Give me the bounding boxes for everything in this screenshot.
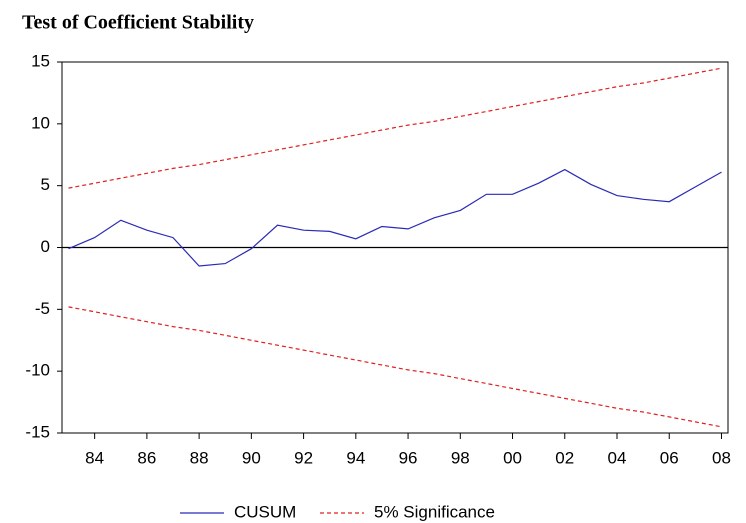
x-tick-label: 96 [399,448,418,467]
x-tick-label: 94 [346,448,365,467]
y-tick-label: 15 [31,51,50,70]
x-tick-label: 00 [503,448,522,467]
x-tick-label: 98 [451,448,470,467]
x-tick-label: 92 [294,448,313,467]
x-tick-label: 02 [555,448,574,467]
legend-label: 5% Significance [374,502,495,521]
y-tick-label: 5 [41,175,50,194]
series-line [68,67,722,189]
y-tick-label: -10 [25,361,50,380]
x-tick-label: 90 [242,448,261,467]
y-tick-label: 0 [41,237,50,256]
x-tick-label: 08 [712,448,731,467]
x-tick-label: 04 [608,448,627,467]
x-tick-label: 84 [85,448,104,467]
y-tick-label: -5 [35,299,50,318]
y-tick-label: 10 [31,113,50,132]
x-tick-label: 86 [137,448,156,467]
series-line [68,306,722,428]
x-tick-label: 88 [190,448,209,467]
x-tick-label: 06 [660,448,679,467]
legend-label: CUSUM [234,502,296,521]
chart-title: Test of Coefficient Stability [22,12,254,34]
y-tick-label: -15 [25,422,50,441]
series-line [68,168,722,267]
